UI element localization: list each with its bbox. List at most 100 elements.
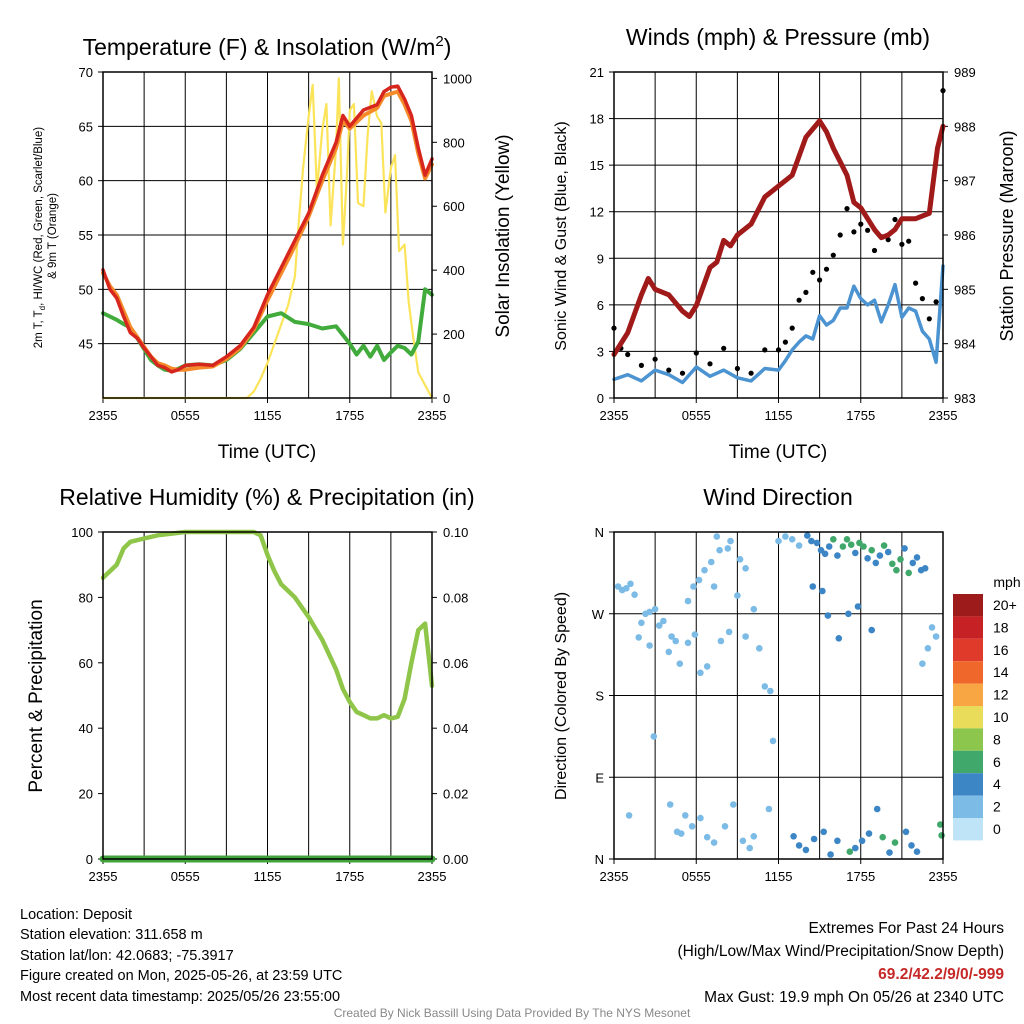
temp-ytick-right-label: 400 <box>443 263 465 278</box>
rh-ytick-label: 40 <box>79 721 93 736</box>
direction-point <box>765 805 773 813</box>
direction-point <box>858 837 866 845</box>
rh-ytick-right-label: 0.08 <box>443 590 468 605</box>
legend-label: 4 <box>993 776 1001 792</box>
winds-x-axis-label: Time (UTC) <box>729 442 828 463</box>
direction-point <box>913 554 921 561</box>
gust-point <box>865 227 871 233</box>
wind-xtick-label: 2355 <box>600 408 629 423</box>
direction-point <box>932 633 940 640</box>
temperature-plot-area: 2355 0555 1155 1755 2355 70 65 60 55 50 45 1000 800 6… <box>79 65 472 423</box>
direction-point <box>713 533 721 540</box>
direction-point <box>646 642 653 649</box>
legend-swatch <box>953 818 983 841</box>
legend-label: 0 <box>993 821 1001 837</box>
direction-point <box>688 823 696 830</box>
direction-point <box>808 537 815 545</box>
gust-point <box>810 269 816 275</box>
direction-point <box>684 597 692 605</box>
gust-point <box>837 232 843 238</box>
dir-xtick-label: 1755 <box>846 869 875 884</box>
direction-point <box>845 610 852 618</box>
direction-point <box>660 617 667 625</box>
dir-ytick-label: N <box>595 852 604 867</box>
direction-point <box>843 536 851 543</box>
winds-y-axis-label: Sonic Wind & Gust (Blue, Black) <box>553 121 570 350</box>
station-info: Location: Deposit Station elevation: 311… <box>20 905 342 1007</box>
gust-point <box>830 252 836 258</box>
temp-xtick-label: 0555 <box>171 408 200 423</box>
temp-ytick-label: 60 <box>79 174 93 189</box>
legend-swatch <box>953 773 983 796</box>
elevation-text: Station elevation: 311.658 m <box>20 927 203 944</box>
humidity-panel: Relative Humidity (%) & Precipitation (i… <box>26 484 475 884</box>
rh-xtick-label: 1155 <box>254 869 282 884</box>
winds-panel-title: Winds (mph) & Pressure (mb) <box>626 24 930 50</box>
gust-point <box>734 365 741 372</box>
temp-xtick-label: 2355 <box>418 408 447 423</box>
insolation-line <box>101 77 434 400</box>
gust-point <box>906 238 912 244</box>
direction-point <box>650 733 658 740</box>
direction-point <box>635 634 642 641</box>
wind-xtick-label: 2355 <box>929 408 958 423</box>
gust-point <box>679 370 686 376</box>
direction-point <box>710 583 718 590</box>
gust-point <box>899 241 905 247</box>
temp-2m-line <box>101 84 434 374</box>
wind-direction-plot-area: 2355 0555 1155 1755 2355 N W S E N <box>592 525 958 884</box>
direction-point <box>769 737 777 745</box>
extremes-info: Extremes For Past 24 Hours (High/Low/Max… <box>678 917 1005 1009</box>
direction-point <box>868 626 875 634</box>
gust-point <box>625 351 631 358</box>
direction-point <box>638 619 645 627</box>
wind-ytick-label: 3 <box>597 344 604 359</box>
gust-point <box>762 347 768 353</box>
direction-point <box>795 542 803 549</box>
direction-point <box>876 552 884 559</box>
direction-point <box>790 833 797 840</box>
legend-label: 2 <box>993 799 1001 815</box>
legend-label: 14 <box>993 664 1009 680</box>
gust-point <box>666 367 672 373</box>
legend-swatch <box>953 795 983 818</box>
direction-point <box>697 669 704 677</box>
direction-point <box>721 823 729 830</box>
temp-xtick-label: 2355 <box>89 408 118 423</box>
direction-point <box>697 814 704 822</box>
direction-point <box>739 837 747 845</box>
pressure-line <box>611 118 946 357</box>
winds-plot-border <box>613 71 944 399</box>
direction-point <box>767 687 774 695</box>
temp-ytick-right-label: 600 <box>443 199 465 214</box>
wind-ytick-label: 0 <box>597 391 604 406</box>
direction-point <box>782 533 789 540</box>
direction-point <box>804 532 811 539</box>
direction-point <box>913 848 921 855</box>
direction-point <box>701 566 708 574</box>
direction-point <box>708 558 715 566</box>
extremes-subtitle: (High/Low/Max Wind/Precipitation/Snow De… <box>677 943 1005 960</box>
legend-label: 18 <box>993 619 1009 635</box>
direction-point <box>730 801 737 808</box>
direction-point <box>868 546 875 554</box>
wind-direction-y-axis-label: Direction (Colored By Speed) <box>553 592 570 800</box>
gust-point <box>858 221 864 227</box>
direction-point <box>821 550 829 558</box>
direction-point <box>802 846 810 854</box>
temp-ytick-right-label: 800 <box>443 135 465 150</box>
gust-point <box>851 229 857 235</box>
rh-ytick-right-label: 0.04 <box>443 721 468 736</box>
dir-ytick-label: W <box>592 607 605 622</box>
wind-ytick-label: 18 <box>590 112 604 127</box>
legend-title: mph <box>993 574 1020 590</box>
gust-point <box>913 280 919 286</box>
direction-point <box>627 580 634 588</box>
legend-swatch <box>953 683 983 706</box>
rh-xtick-label: 2355 <box>89 869 118 884</box>
dir-xtick-label: 0555 <box>682 869 711 884</box>
direction-point <box>809 583 817 590</box>
rh-ytick-label: 100 <box>71 525 93 540</box>
wind-ytick-right-label: 987 <box>954 174 976 189</box>
direction-point <box>761 683 769 690</box>
